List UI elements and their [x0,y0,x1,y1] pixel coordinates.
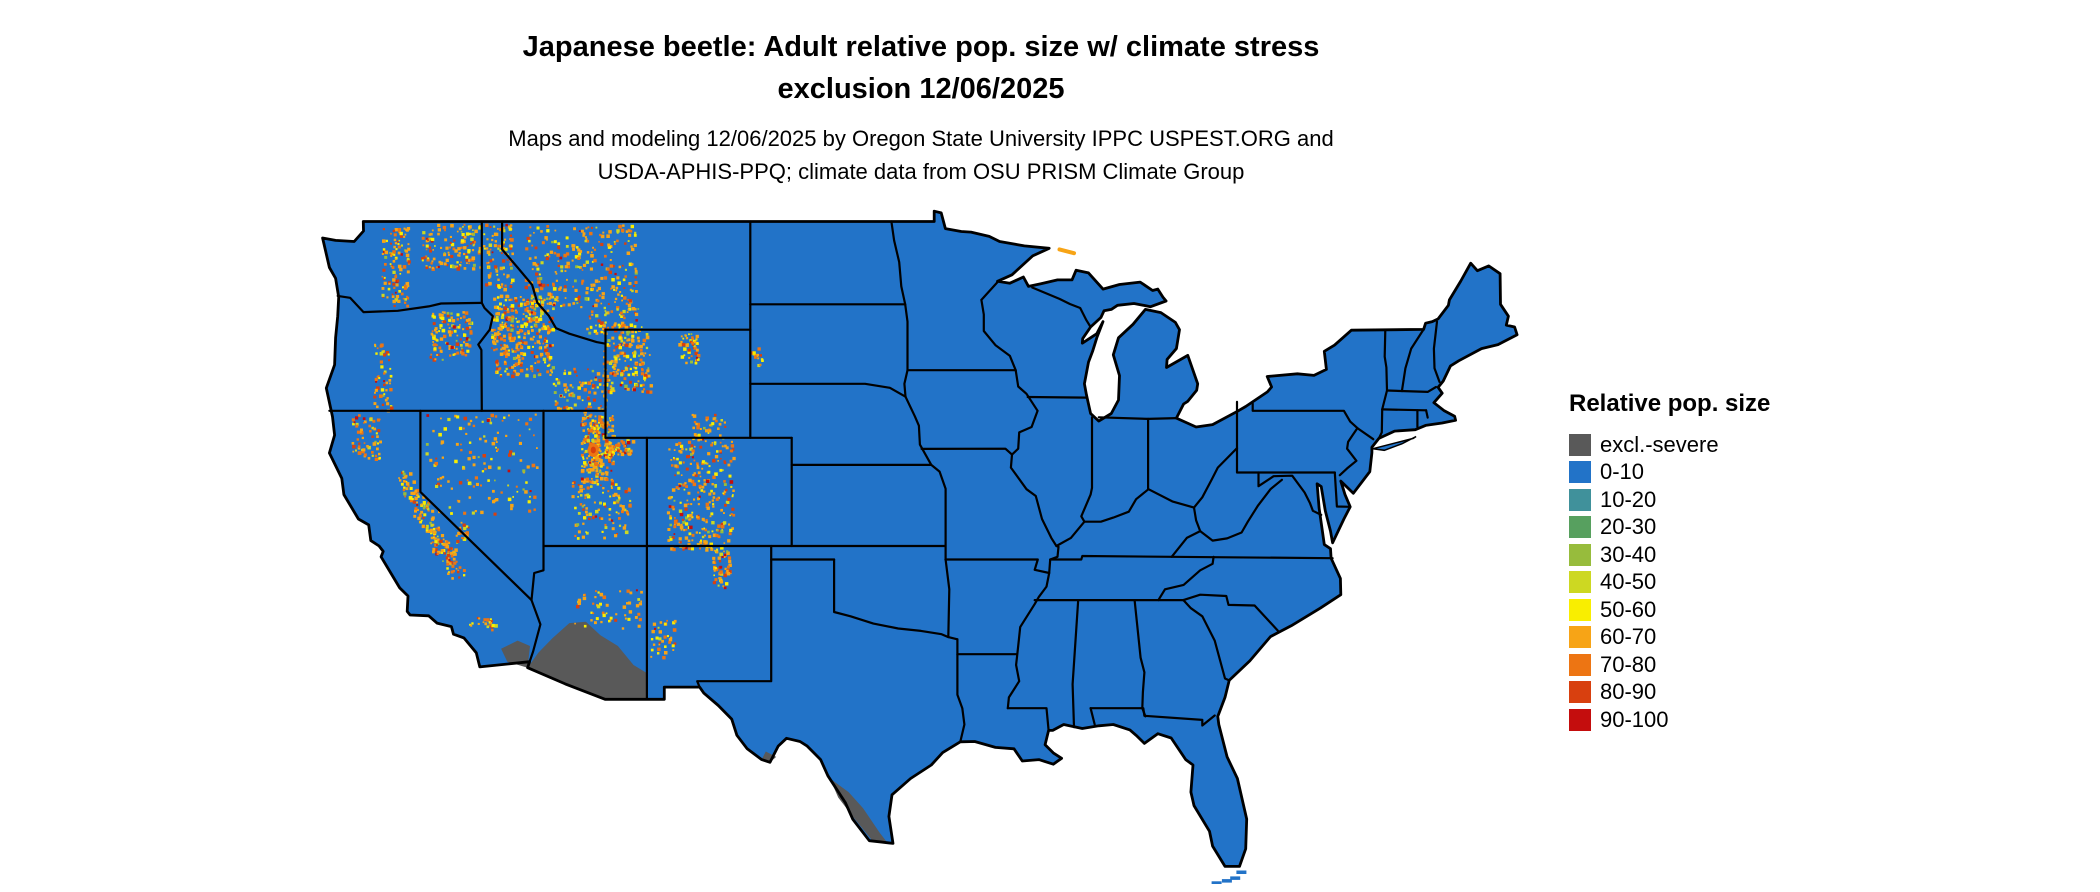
legend-item: 60-70 [1569,624,1770,652]
florida-keys [1221,879,1232,883]
legend-swatch [1569,708,1591,731]
figure-subtitle: Maps and modeling 12/06/2025 by Oregon S… [0,122,1842,188]
title-line-1: Japanese beetle: Adult relative pop. siz… [522,31,1320,63]
legend-swatch [1569,516,1591,539]
legend-label: excl.-severe [1600,431,1719,457]
subtitle-line-1: Maps and modeling 12/06/2025 by Oregon S… [508,126,1334,151]
us-conus-map [317,208,1527,884]
legend-item: 40-50 [1569,569,1770,597]
us-map-svg [321,209,1519,884]
legend-swatch [1569,571,1591,594]
subtitle-line-2: USDA-APHIS-PPQ; climate data from OSU PR… [597,159,1245,184]
figure-title: Japanese beetle: Adult relative pop. siz… [0,26,1842,110]
legend-label: 20-30 [1600,514,1657,540]
legend-label: 60-70 [1600,624,1657,650]
legend-swatch [1569,598,1591,621]
legend-label: 90-100 [1600,706,1669,732]
legend-label: 40-50 [1600,569,1657,595]
legend-swatch [1569,461,1591,484]
legend-swatch [1569,433,1591,456]
legend-label: 30-40 [1600,541,1657,567]
legend-item: 90-100 [1569,706,1770,734]
legend-item: 10-20 [1569,486,1770,514]
legend-item: 0-10 [1569,459,1770,487]
excluded-area [501,640,530,668]
legend-items: excl.-severe 0-10 10-20 20-30 30-40 40-50 50-6… [1569,431,1770,734]
legend-item: 30-40 [1569,541,1770,569]
legend-swatch [1569,681,1591,704]
title-line-2: exclusion 12/06/2025 [777,73,1065,105]
legend-item: 50-60 [1569,596,1770,624]
legend-swatch [1569,653,1591,676]
legend-label: 50-60 [1600,596,1657,622]
figure-header: Japanese beetle: Adult relative pop. siz… [0,26,1842,188]
legend-item: 70-80 [1569,651,1770,679]
legend-label: 10-20 [1600,486,1657,512]
legend-title: Relative pop. size [1569,390,1771,417]
legend-label: 70-80 [1600,651,1657,677]
florida-keys [1230,876,1241,880]
legend-label: 0-10 [1600,459,1645,485]
legend-swatch [1569,626,1591,649]
legend-label: 80-90 [1600,679,1657,705]
legend-swatch [1569,488,1591,511]
florida-keys [1211,881,1222,884]
map-legend: Relative pop. size excl.-severe 0-10 10-20… [1569,390,1770,734]
long-island [1372,435,1417,452]
florida-keys [1236,870,1247,874]
isle-royale [1057,247,1076,256]
legend-item: 20-30 [1569,514,1770,542]
conus-outline [321,209,1519,868]
legend-item: 80-90 [1569,679,1770,707]
legend-item: excl.-severe [1569,431,1770,459]
legend-swatch [1569,543,1591,566]
excluded-area [830,778,888,844]
